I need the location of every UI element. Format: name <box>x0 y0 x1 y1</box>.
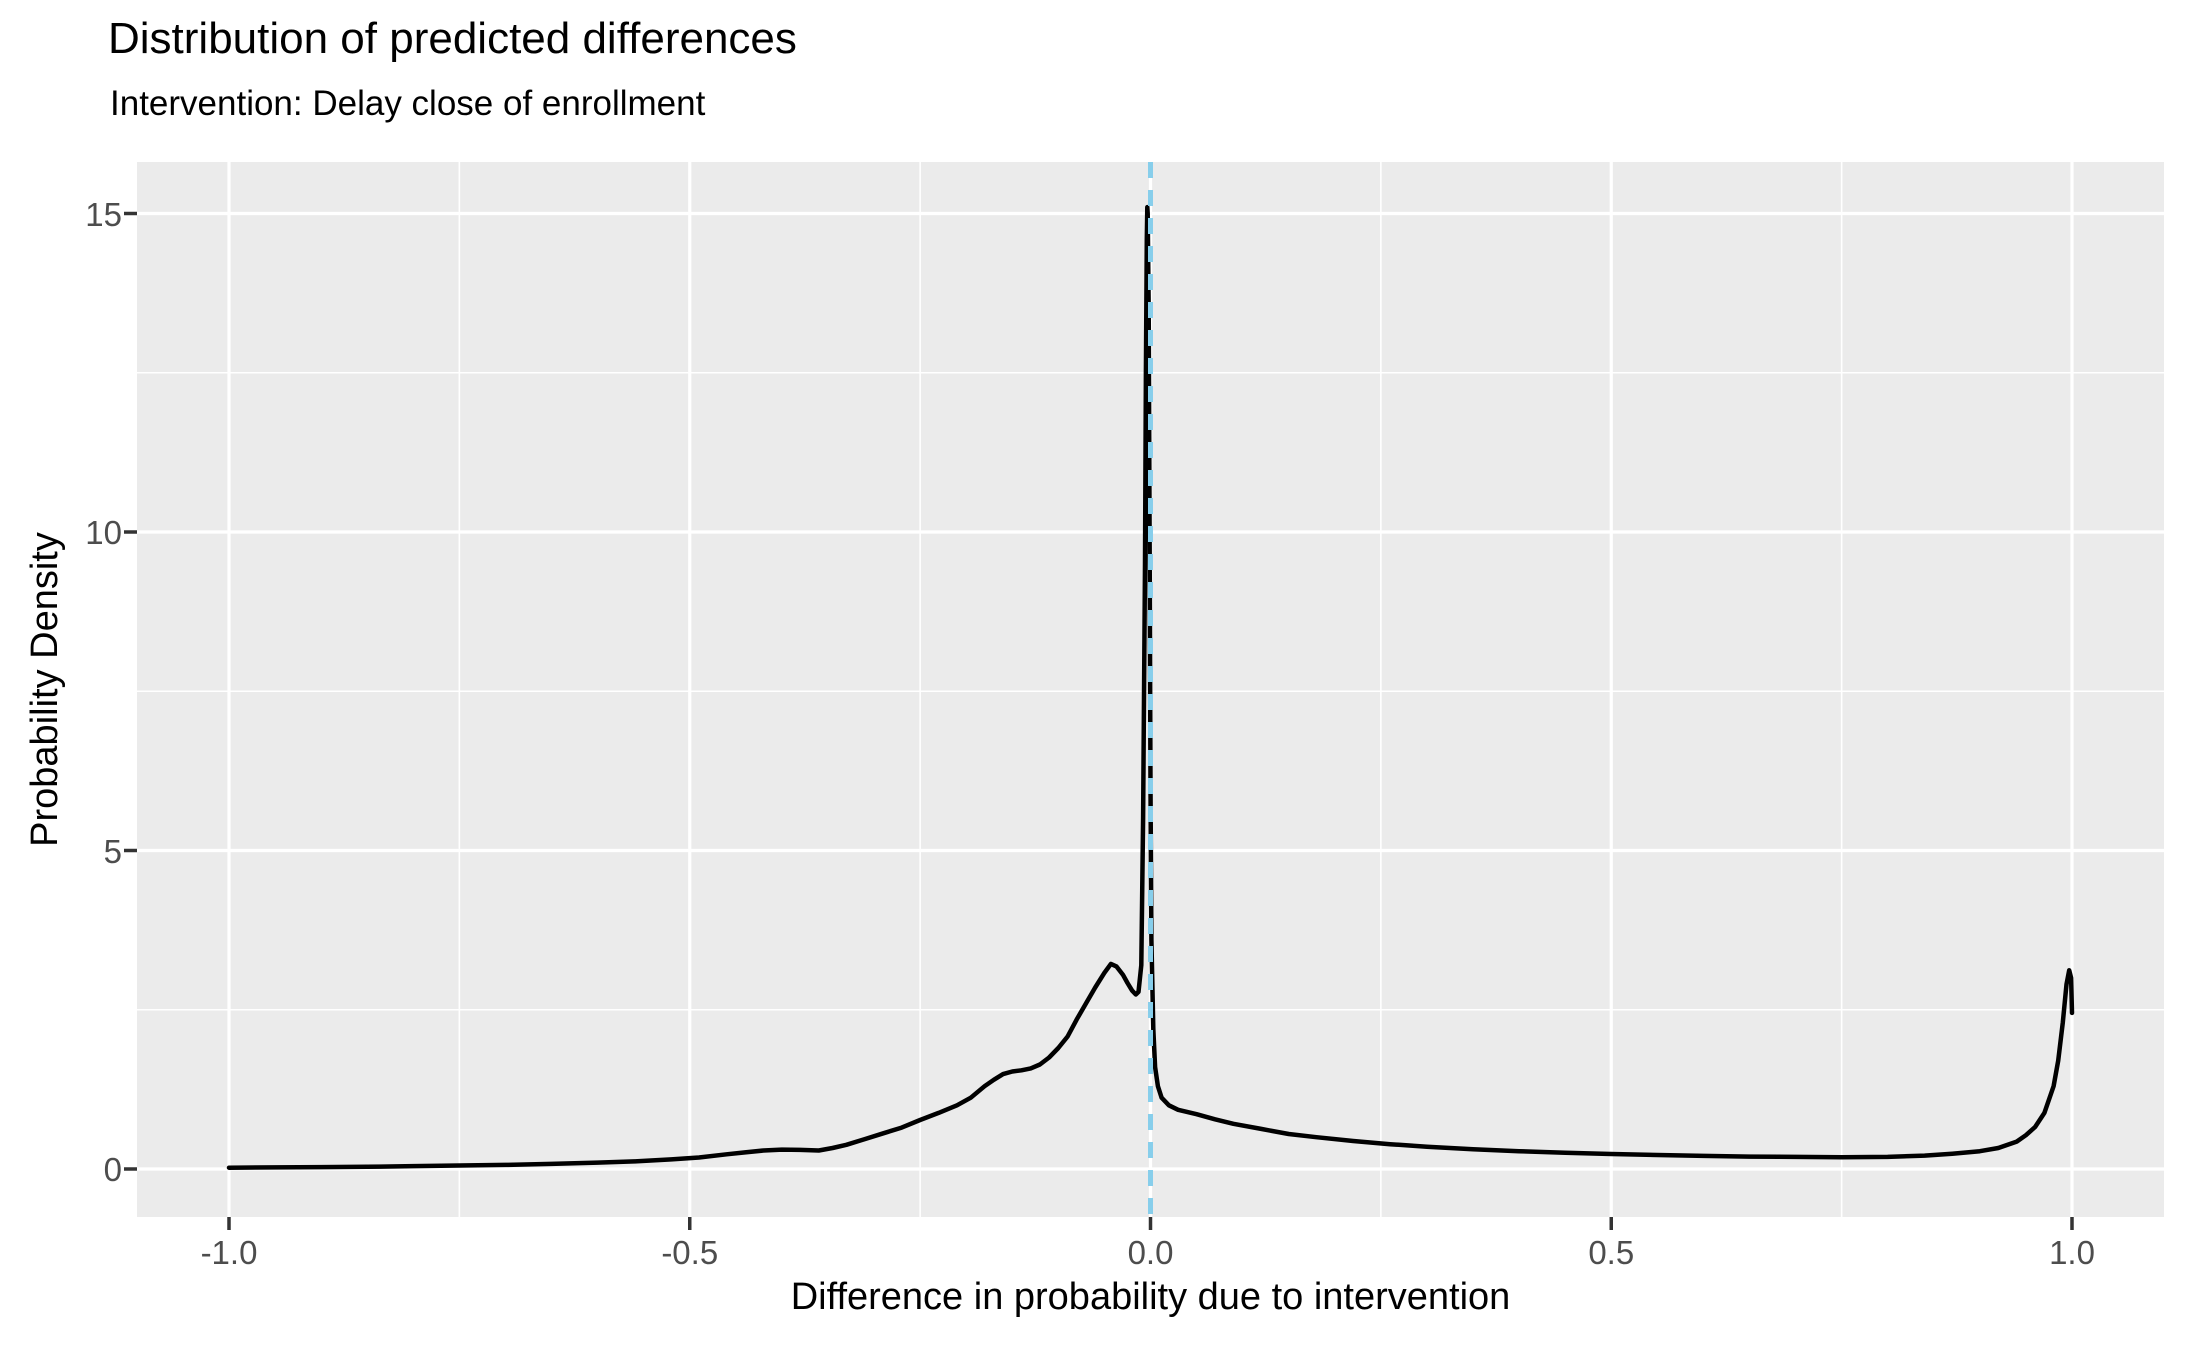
density-curve <box>226 204 2075 1170</box>
plot-subtitle: Intervention: Delay close of enrollment <box>110 84 706 123</box>
y-tick-label: 5 <box>103 832 122 870</box>
x-tick-label: 0.5 <box>1588 1234 1635 1271</box>
plot-title: Distribution of predicted differences <box>108 14 797 63</box>
x-axis-title: Difference in probability due to interve… <box>790 1276 1511 1318</box>
x-tick-label: -0.5 <box>661 1234 719 1271</box>
y-axis-title: Probability Density <box>23 532 66 847</box>
x-tick-label: 0.0 <box>1127 1234 1174 1271</box>
x-tick-label: 1.0 <box>2049 1234 2095 1271</box>
y-tick-label: 0 <box>103 1151 122 1188</box>
y-axis-title-wrapper: Probability Density <box>22 162 68 1217</box>
x-tick-label: -1.0 <box>200 1234 258 1271</box>
y-tick-label: 10 <box>85 514 122 551</box>
y-tick-label: 15 <box>85 195 122 233</box>
